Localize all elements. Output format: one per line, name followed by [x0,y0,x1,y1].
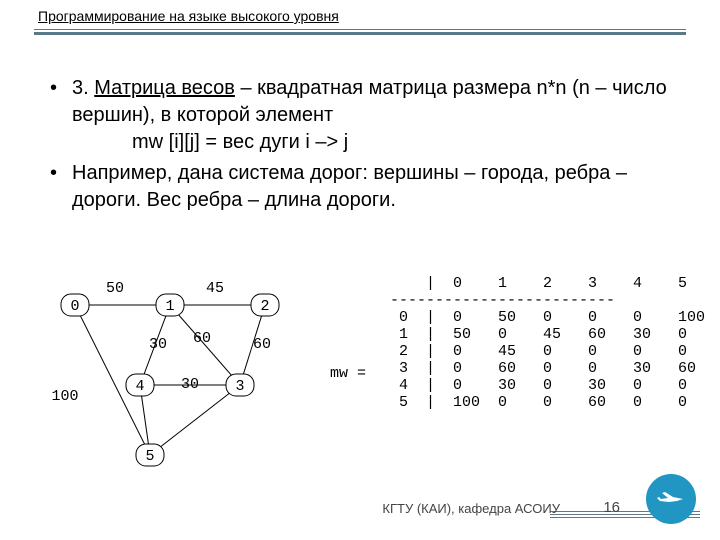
header-rule [34,32,686,35]
svg-text:45: 45 [206,280,224,297]
page-number: 16 [603,499,620,516]
slide-content: •3. Матрица весов – квадратная матрица р… [50,75,670,218]
svg-text:1: 1 [165,298,174,315]
svg-text:100: 100 [51,388,78,405]
b1-prefix: 3. [72,77,94,99]
airplane-icon [655,483,687,515]
slide-footer: КГТУ (КАИ), кафедра АСОИУ 16 [0,482,720,522]
diagram-area: 504530601006030012435 mw = | 0 1 2 3 4 5… [40,270,680,470]
svg-text:60: 60 [193,330,211,347]
svg-text:50: 50 [106,280,124,297]
svg-text:60: 60 [253,336,271,353]
footer-org: КГТУ (КАИ), кафедра АСОИУ [382,501,560,516]
footer-logo [646,474,696,524]
bullet-2: •Например, дана система дорог: вершины –… [50,160,670,214]
svg-text:2: 2 [260,298,269,315]
b1-term: Матрица весов [94,77,235,99]
slide-header: Программирование на языке высокого уровн… [38,8,339,24]
header-rule-thin [34,29,686,30]
weight-matrix: | 0 1 2 3 4 5 ------------------------- … [390,275,705,411]
b1-formula: mw [i][j] = вес дуги i –> j [72,129,670,156]
svg-text:0: 0 [70,298,79,315]
svg-text:5: 5 [145,448,154,465]
mw-label: mw = [330,365,366,382]
svg-text:30: 30 [149,336,167,353]
bullet-1: •3. Матрица весов – квадратная матрица р… [50,75,670,156]
svg-text:4: 4 [135,378,144,395]
svg-text:3: 3 [235,378,244,395]
svg-text:30: 30 [181,376,199,393]
graph-diagram: 50 45 30 60 100 60 30 0 1 2 4 3 5 [40,270,310,480]
